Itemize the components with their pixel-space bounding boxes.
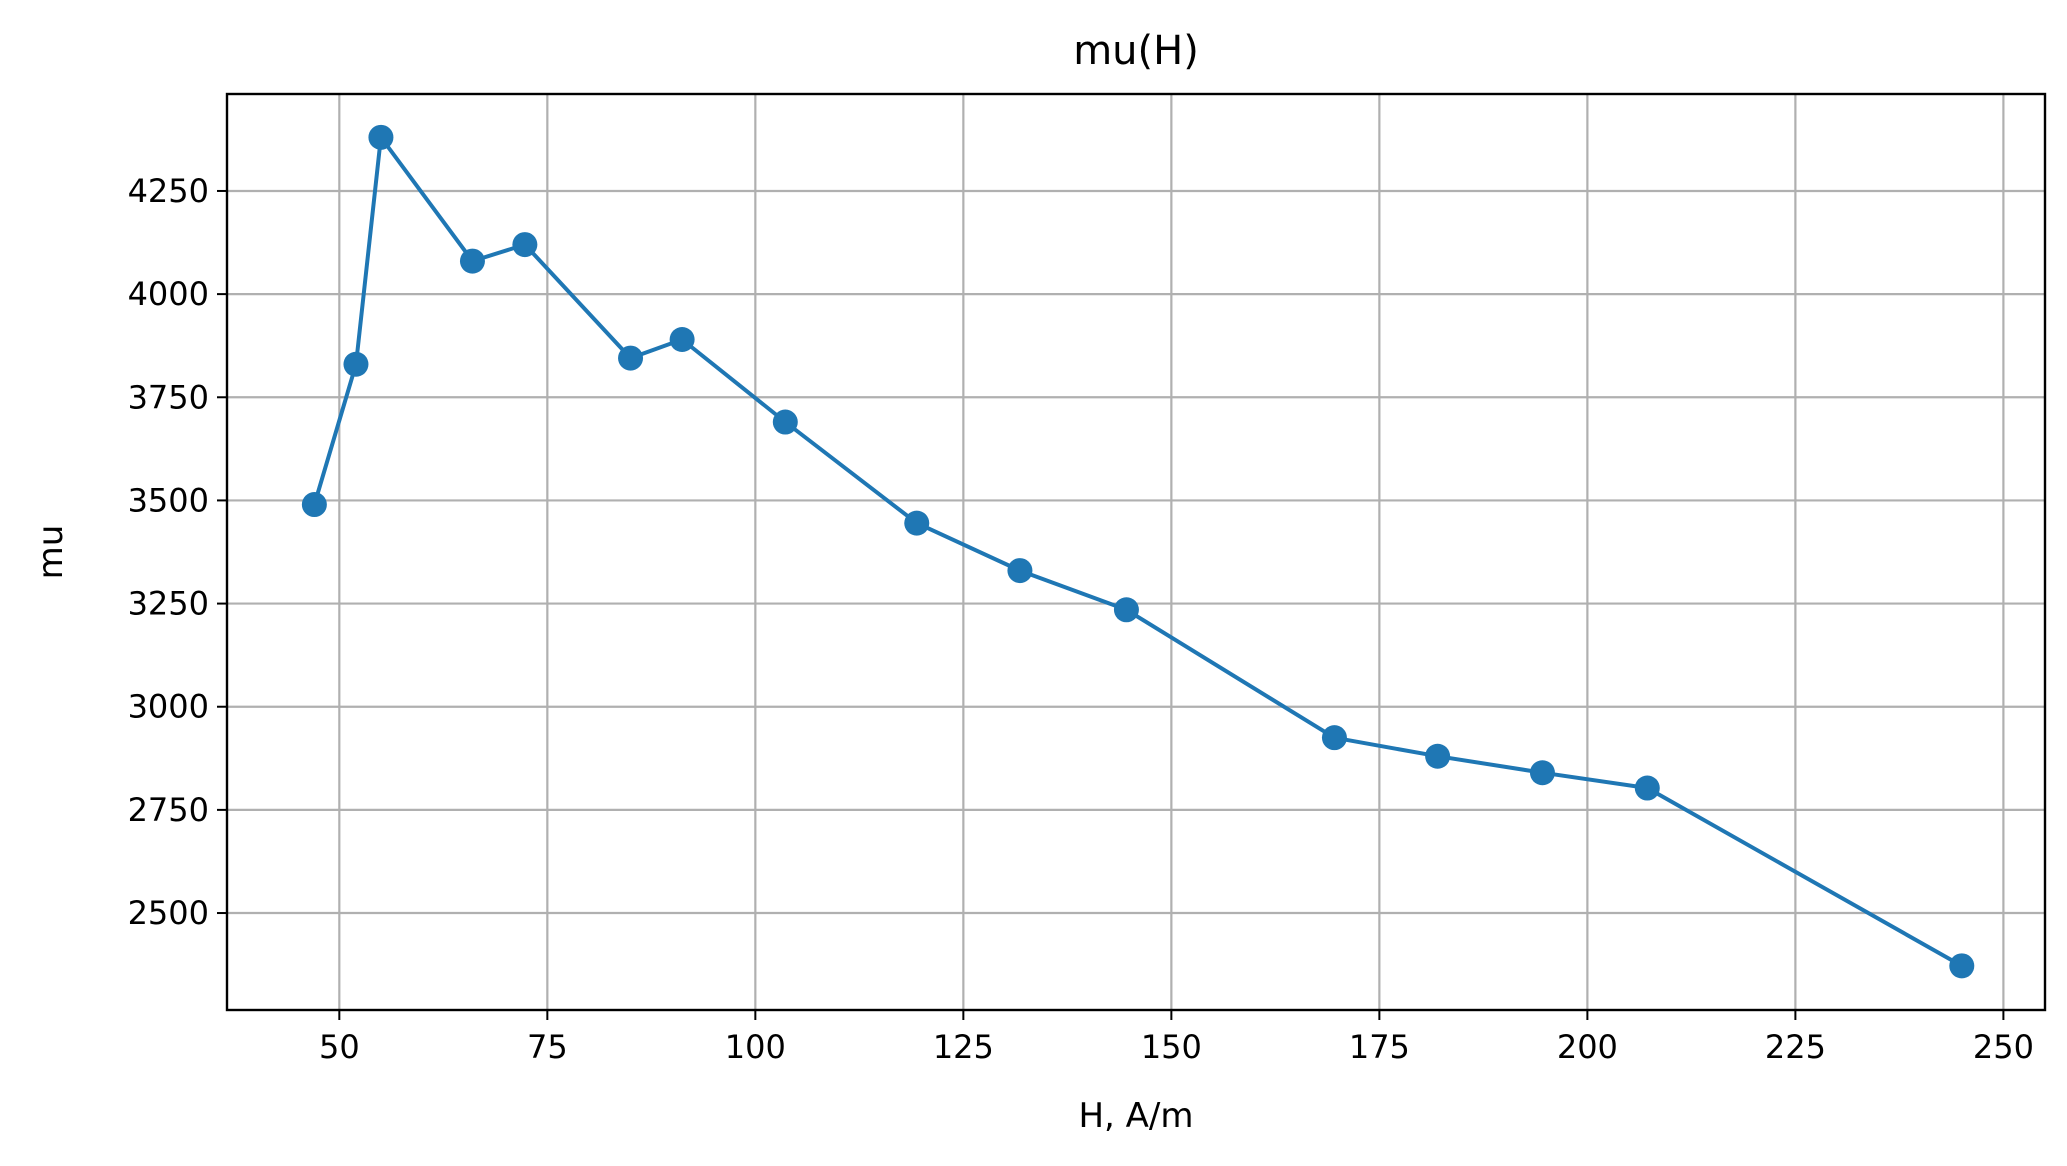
y-tick-label: 3000: [128, 688, 209, 726]
x-tick-label: 100: [725, 1028, 786, 1066]
y-tick-label: 4000: [128, 275, 209, 313]
data-point: [1321, 725, 1347, 751]
data-point: [368, 124, 394, 150]
data-point: [1949, 953, 1975, 979]
x-tick-label: 150: [1141, 1028, 1202, 1066]
data-point: [459, 248, 485, 274]
x-axis-label: H, A/m: [1078, 1096, 1193, 1136]
data-point: [1007, 558, 1033, 584]
series-line: [312, 135, 1963, 968]
x-tick-label: 50: [319, 1028, 360, 1066]
data-series: [301, 124, 1975, 979]
x-tick-label: 200: [1557, 1028, 1618, 1066]
data-point: [1634, 775, 1660, 801]
data-point: [618, 345, 644, 371]
plot-frame: [225, 92, 2047, 1012]
data-point: [1529, 760, 1555, 786]
data-point: [772, 409, 798, 435]
grid: [227, 94, 2045, 1010]
y-tick-label: 4250: [128, 172, 209, 210]
y-tick-label: 3500: [128, 481, 209, 519]
y-axis-label: mu: [31, 525, 71, 580]
chart-title: mu(H): [1073, 28, 1199, 74]
axis-ticks: 50 75 100 125 150 175 200 225 250 2500 2750 3000 325…: [128, 172, 2034, 1066]
y-tick-label: 3750: [128, 378, 209, 416]
data-point: [512, 232, 538, 258]
data-point: [1113, 597, 1139, 623]
x-tick-label: 250: [1973, 1028, 2034, 1066]
x-tick-label: 125: [933, 1028, 994, 1066]
data-point: [343, 351, 369, 377]
x-tick-label: 175: [1349, 1028, 1410, 1066]
data-point: [904, 510, 930, 536]
data-point: [669, 327, 695, 353]
x-tick-label: 225: [1765, 1028, 1826, 1066]
y-tick-label: 3250: [128, 585, 209, 623]
data-point: [1425, 743, 1451, 769]
y-tick-label: 2750: [128, 791, 209, 829]
data-point: [301, 492, 327, 518]
y-tick-label: 2500: [128, 894, 209, 932]
x-tick-label: 75: [527, 1028, 568, 1066]
